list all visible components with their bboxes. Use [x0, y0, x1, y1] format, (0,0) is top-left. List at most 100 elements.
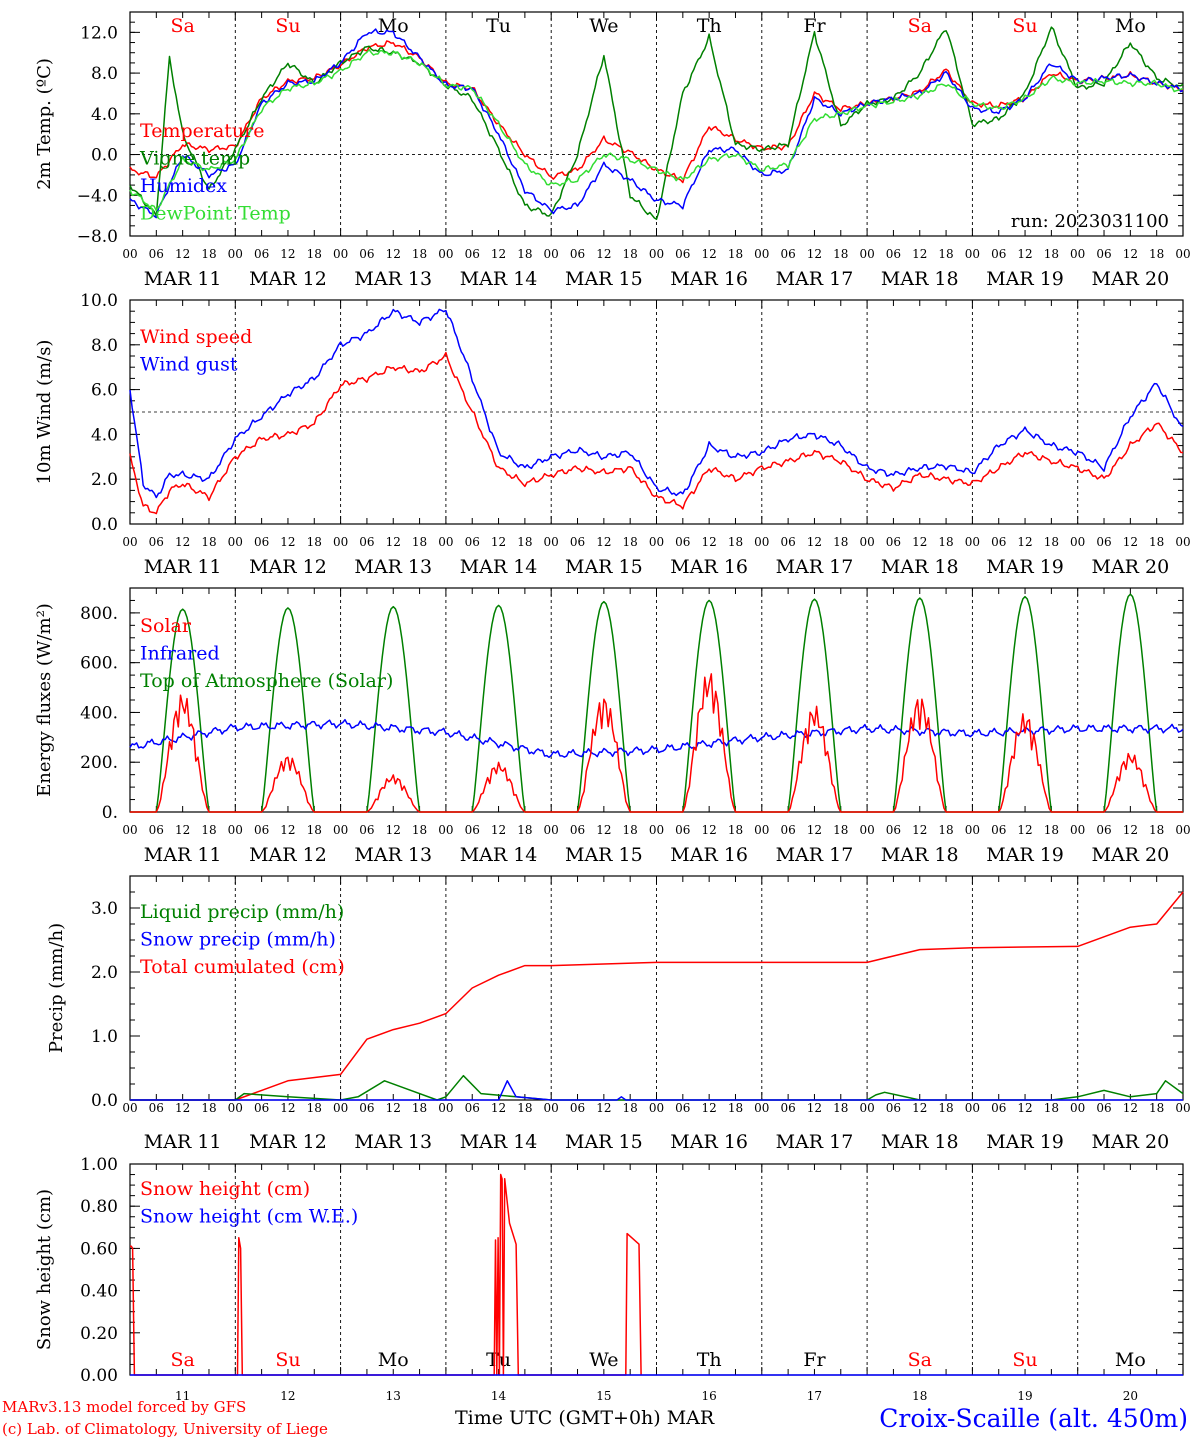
x-hour-label: 12	[280, 1101, 295, 1115]
y-tick-label: 2.0	[91, 470, 118, 490]
x-hour-label: 00	[333, 535, 348, 549]
weekday-label: Su	[275, 1349, 300, 1371]
x-hour-label: 06	[675, 823, 690, 837]
x-hour-label: 12	[1123, 1101, 1138, 1115]
x-hour-label: 18	[201, 535, 216, 549]
x-hour-label: 00	[333, 1101, 348, 1115]
x-hour-label: 06	[886, 535, 901, 549]
meteogram-panels: 12.0 8.0 4.0 0.0 −4.0 −8.0 2m Temp. (ºC) 00 06 12…	[34, 11, 1191, 1403]
x-hour-label: 12	[175, 823, 190, 837]
y-tick-label: 0.0	[91, 146, 118, 166]
x-hour-label: 18	[412, 535, 427, 549]
x-date-label: MAR 16	[670, 844, 748, 866]
x-hour-label: 18	[201, 247, 216, 261]
series-snow-precip-mm-h-	[130, 1080, 1183, 1101]
legend-item: Snow precip (mm/h)	[140, 929, 336, 951]
x-hour-label: 06	[886, 823, 901, 837]
x-hour-label: 00	[544, 535, 559, 549]
x-hour-label: 06	[991, 535, 1006, 549]
x-date-label: MAR 16	[670, 268, 748, 290]
x-hour-label: 12	[1123, 535, 1138, 549]
x-hour-label: 06	[991, 247, 1006, 261]
x-hour-label: 12	[491, 1101, 506, 1115]
x-date-label: MAR 12	[249, 1131, 327, 1153]
x-hour-label: 06	[254, 247, 269, 261]
x-hour-label: 00	[965, 823, 980, 837]
x-hour-label: 12	[1017, 535, 1032, 549]
x-hour-label: 12	[912, 247, 927, 261]
x-hour-label: 00	[438, 1101, 453, 1115]
y-axis-title: 10m Wind (m/s)	[34, 340, 55, 485]
x-hour-label: 00	[544, 247, 559, 261]
x-date-label: MAR 16	[670, 1131, 748, 1153]
weekday-label: Tu	[486, 15, 511, 37]
x-date-label: MAR 17	[776, 268, 854, 290]
x-hour-label: 06	[1096, 1101, 1111, 1115]
x-hour-label: 18	[623, 1101, 638, 1115]
x-hour-label: 06	[991, 823, 1006, 837]
x-hour-label: 12	[912, 535, 927, 549]
x-hour-label: 12	[1017, 1101, 1032, 1115]
x-hour-label: 12	[175, 1101, 190, 1115]
legend-item: Infrared	[140, 643, 220, 665]
series-wind-speed	[129, 351, 1184, 515]
x-hour-label: 12	[175, 247, 190, 261]
x-hour-label: 18	[623, 535, 638, 549]
x-hour-label: 18	[517, 823, 532, 837]
x-hour-label: 00	[438, 823, 453, 837]
x-hour-label: 12	[596, 247, 611, 261]
x-date-label: MAR 20	[1091, 268, 1169, 290]
x-hour-label: 12	[596, 535, 611, 549]
x-hour-label: 18	[623, 823, 638, 837]
weekday-label: Th	[697, 15, 722, 37]
x-hour-label: 00	[965, 247, 980, 261]
weekday-label: Su	[1012, 15, 1037, 37]
x-hour-label: 06	[991, 1101, 1006, 1115]
x-hour-label: 06	[570, 535, 585, 549]
x-hour-label: 00	[859, 535, 874, 549]
x-hour-label: 06	[570, 823, 585, 837]
x-date-label: MAR 11	[144, 844, 222, 866]
series-infrared	[129, 718, 1184, 759]
x-hour-label: 12	[807, 247, 822, 261]
x-date-label: MAR 11	[144, 268, 222, 290]
x-date-label: MAR 13	[354, 844, 432, 866]
x-hour-label: 06	[780, 247, 795, 261]
x-hour-label: 12	[491, 823, 506, 837]
x-hour-label: 18	[1149, 823, 1164, 837]
weekday-label: Fr	[803, 15, 826, 37]
x-hour-label: 06	[780, 823, 795, 837]
x-hour-label: 18	[307, 1101, 322, 1115]
series-humidex	[129, 28, 1184, 219]
x-hour-label: 00	[333, 823, 348, 837]
x-hour-label: 00	[754, 247, 769, 261]
legend-item: Total cumulated (cm)	[140, 956, 345, 978]
x-hour-label: 00	[754, 1101, 769, 1115]
x-hour-label: 12	[807, 535, 822, 549]
y-tick-label: 0.00	[80, 1366, 118, 1386]
x-hour-label: 06	[886, 247, 901, 261]
y-axis-title: Precip (mm/h)	[46, 923, 67, 1053]
x-hour-label: 12	[702, 247, 717, 261]
x-hour-label: 00	[649, 535, 664, 549]
weekday-label: Th	[697, 1349, 722, 1371]
y-tick-label: 800.	[80, 604, 118, 624]
x-date-label: MAR 13	[354, 1131, 432, 1153]
x-date-label: MAR 17	[776, 844, 854, 866]
x-hour-label: 00	[544, 823, 559, 837]
day-number: 19	[1017, 1389, 1032, 1403]
x-hour-label: 12	[280, 247, 295, 261]
x-date-label: MAR 20	[1091, 844, 1169, 866]
x-hour-label: 06	[570, 247, 585, 261]
day-number: 20	[1123, 1389, 1138, 1403]
day-number: 17	[807, 1389, 822, 1403]
x-hour-label: 06	[254, 1101, 269, 1115]
panel-precip: 3.0 2.0 1.0 0.0 Precip (mm/h) 00 06 12 18 00 06 12 1…	[46, 875, 1191, 1153]
x-hour-label: 00	[122, 535, 137, 549]
x-hour-label: 18	[1149, 247, 1164, 261]
x-hour-label: 12	[280, 823, 295, 837]
x-date-label: MAR 17	[776, 556, 854, 578]
day-number: 11	[175, 1389, 190, 1403]
x-hour-label: 12	[807, 823, 822, 837]
y-tick-label: 200.	[80, 753, 118, 773]
